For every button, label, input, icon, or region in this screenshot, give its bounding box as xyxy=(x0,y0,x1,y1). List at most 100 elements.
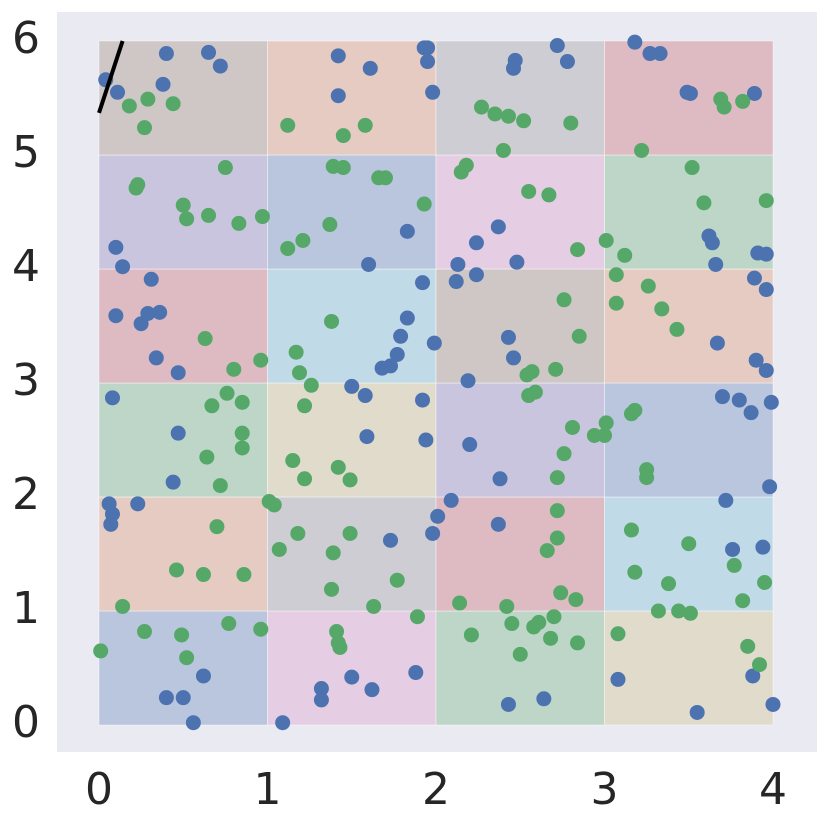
point xyxy=(389,572,405,588)
point xyxy=(197,331,213,347)
point xyxy=(303,377,319,393)
point xyxy=(549,503,565,519)
point xyxy=(536,691,552,707)
point xyxy=(610,671,626,687)
point xyxy=(506,60,522,76)
point xyxy=(175,690,191,706)
point xyxy=(541,187,557,203)
point xyxy=(108,239,124,255)
point xyxy=(681,536,697,552)
point xyxy=(661,576,677,592)
point xyxy=(512,646,528,662)
point xyxy=(285,453,301,469)
point xyxy=(654,301,670,317)
point xyxy=(130,177,146,193)
point xyxy=(226,361,242,377)
point xyxy=(460,373,476,389)
point xyxy=(758,193,774,209)
point xyxy=(743,405,759,421)
cell xyxy=(604,610,774,726)
cell xyxy=(604,496,774,612)
point xyxy=(130,496,146,512)
point xyxy=(155,76,171,92)
point xyxy=(254,209,270,225)
point xyxy=(531,614,547,630)
point xyxy=(598,233,614,248)
point xyxy=(509,254,525,270)
point xyxy=(280,117,296,133)
point xyxy=(115,598,131,614)
point xyxy=(504,616,520,632)
point xyxy=(682,85,698,101)
point xyxy=(524,364,540,380)
point xyxy=(669,321,685,337)
point xyxy=(548,361,564,377)
point xyxy=(568,592,584,608)
point xyxy=(546,609,562,625)
point xyxy=(671,603,687,619)
cell xyxy=(98,496,268,612)
point xyxy=(103,516,119,532)
point xyxy=(158,690,174,706)
point xyxy=(342,472,358,488)
point xyxy=(221,616,237,632)
point xyxy=(143,271,159,287)
point xyxy=(280,240,296,256)
point xyxy=(170,425,186,441)
point xyxy=(170,365,186,381)
point xyxy=(288,344,304,360)
point xyxy=(335,160,351,176)
point xyxy=(758,282,774,298)
point xyxy=(266,497,282,513)
point xyxy=(357,117,373,133)
point xyxy=(234,425,250,441)
point xyxy=(175,197,191,213)
point xyxy=(430,508,446,524)
point xyxy=(236,567,252,583)
point xyxy=(383,532,399,548)
point xyxy=(468,267,484,283)
point xyxy=(623,522,639,538)
point xyxy=(231,215,247,231)
point xyxy=(610,626,626,642)
point xyxy=(571,328,587,344)
point xyxy=(735,593,751,609)
point xyxy=(158,46,174,62)
point xyxy=(399,223,415,239)
point xyxy=(324,581,340,597)
point xyxy=(458,157,474,173)
point xyxy=(415,392,431,408)
point xyxy=(416,196,432,212)
y-tick-label: 3 xyxy=(12,355,40,406)
point xyxy=(634,142,650,158)
point xyxy=(212,478,228,494)
point xyxy=(564,419,580,435)
point xyxy=(549,38,565,54)
cell xyxy=(267,382,437,498)
point xyxy=(335,128,351,144)
point xyxy=(473,99,489,115)
point xyxy=(93,643,109,659)
point xyxy=(556,292,572,308)
point xyxy=(169,562,185,578)
point xyxy=(275,715,291,731)
point xyxy=(500,108,516,124)
point xyxy=(148,350,164,366)
point xyxy=(617,247,633,263)
point xyxy=(110,84,126,100)
point xyxy=(682,605,698,621)
point xyxy=(765,696,781,712)
point xyxy=(650,603,666,619)
point xyxy=(136,120,152,136)
point xyxy=(740,638,756,654)
point xyxy=(364,682,380,698)
point xyxy=(408,665,424,681)
point xyxy=(140,305,156,321)
point xyxy=(714,389,730,405)
point xyxy=(234,394,250,410)
point xyxy=(608,295,624,311)
y-tick-label: 4 xyxy=(12,241,40,292)
point xyxy=(549,470,565,486)
